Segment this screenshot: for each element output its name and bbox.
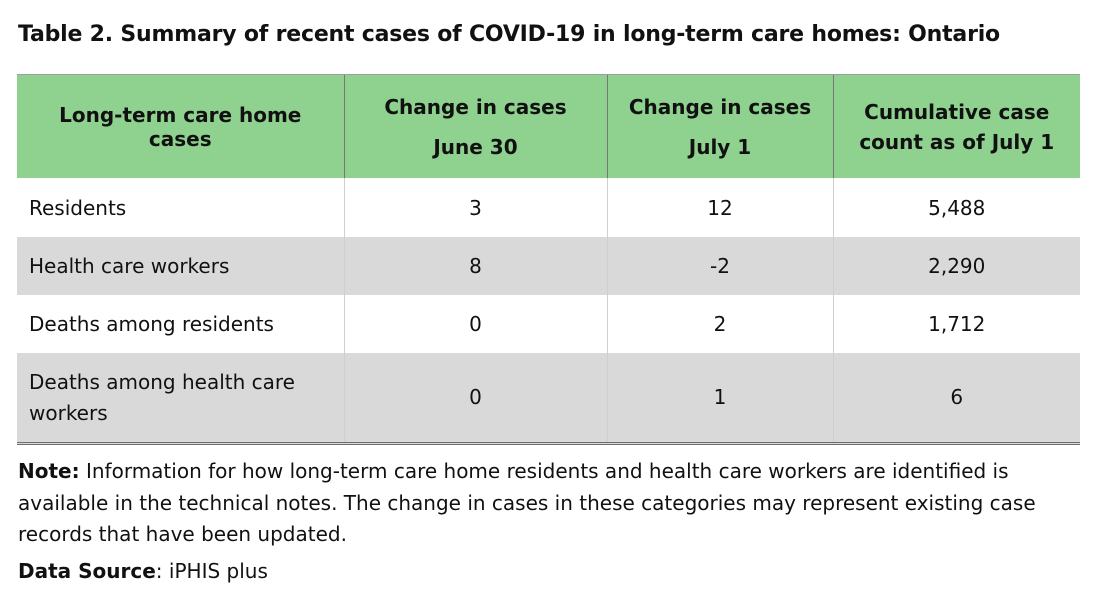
row-label: Deaths among health care workers [17,353,344,445]
cell-july1: 12 [606,178,833,237]
data-source-separator: : [155,559,163,583]
cell-july1: 1 [606,353,833,445]
header-change-july1-line2: July 1 [688,134,752,159]
header-cumulative-line2: count as of July 1 [859,129,1055,154]
header-change-june30: Change in cases June 30 [343,74,607,178]
cell-july1: -2 [606,237,833,295]
table-row: Residents 3 12 5,488 [17,178,1080,237]
cell-june30: 8 [343,237,607,295]
header-change-july1: Change in cases July 1 [606,74,833,178]
row-label: Residents [29,195,127,220]
table-row: Health care workers 8 -2 2,290 [17,237,1080,295]
cell-june30: 0 [343,295,607,353]
header-case-type: Long-term care home cases [17,74,344,178]
table-row: Deaths among residents 0 2 1,712 [17,295,1080,353]
cell-cumulative: 1,712 [832,295,1080,353]
table-title: Table 2. Summary of recent cases of COVI… [18,22,1000,47]
table-note: Note: Information for how long-term care… [18,456,1080,551]
header-case-type-label: Long-term care home cases [59,102,302,151]
cell-july1: 2 [606,295,833,353]
header-change-june30-line2: June 30 [433,134,518,159]
cell-cumulative: 5,488 [832,178,1080,237]
table-row: Deaths among health care workers 0 1 6 [17,353,1080,445]
table-header-row: Long-term care home cases Change in case… [17,74,1080,178]
header-cumulative-line1: Cumulative case [864,99,1050,124]
header-cumulative: Cumulative case count as of July 1 [832,74,1080,178]
cell-june30: 0 [343,353,607,445]
header-change-june30-line1: Change in cases [384,94,567,119]
data-source: Data Source: iPHIS plus [18,559,268,583]
note-text: Information for how long-term care home … [18,459,1036,546]
cell-june30: 3 [343,178,607,237]
data-source-label: Data Source [18,559,156,583]
header-change-july1-line1: Change in cases [628,94,812,119]
summary-table: Long-term care home cases Change in case… [17,74,1080,445]
data-source-value: iPHIS plus [168,559,268,583]
cell-cumulative: 2,290 [832,237,1080,295]
note-label: Note: [18,459,80,483]
row-label: Health care workers [17,237,344,295]
row-label: Deaths among residents [29,312,274,336]
cell-cumulative: 6 [832,353,1080,445]
